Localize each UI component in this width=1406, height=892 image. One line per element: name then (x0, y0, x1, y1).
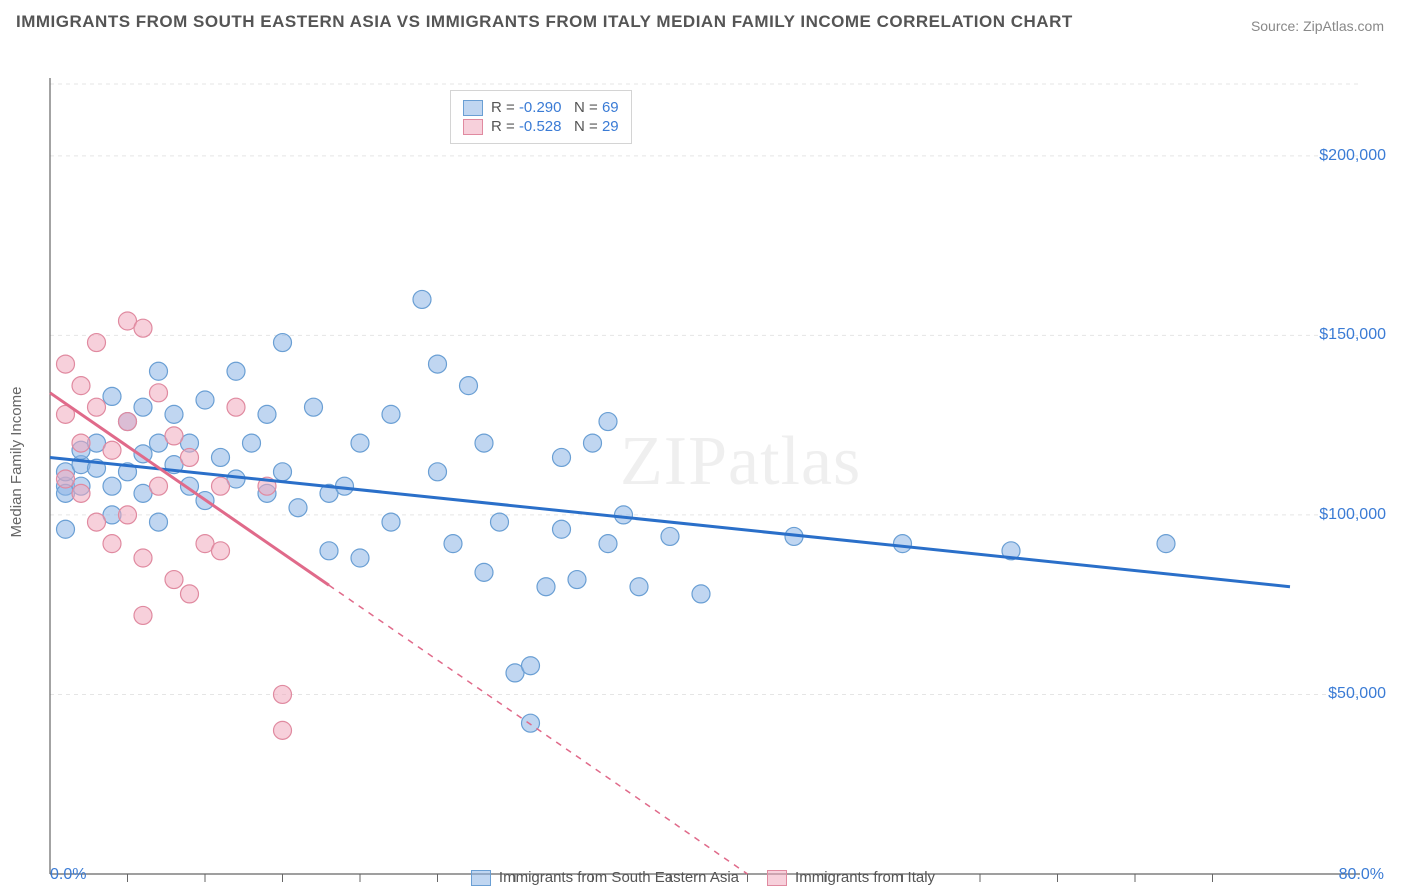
legend-swatch (463, 119, 483, 135)
y-axis-label: Median Family Income (8, 387, 25, 538)
legend-stat-text: R = -0.290 N = 69 (491, 99, 619, 116)
y-tick-label: $200,000 (1319, 147, 1386, 165)
legend-item: Immigrants from Italy (767, 869, 935, 886)
y-tick-label: $150,000 (1319, 326, 1386, 344)
y-tick-label: $100,000 (1319, 506, 1386, 524)
y-tick-label: $50,000 (1328, 685, 1386, 703)
legend-item: Immigrants from South Eastern Asia (471, 869, 739, 886)
legend-swatch (767, 870, 787, 886)
legend-label: Immigrants from Italy (795, 869, 935, 886)
legend-swatch (463, 100, 483, 116)
legend-series: Immigrants from South Eastern Asia Immigr… (0, 869, 1406, 886)
legend-stat-row: R = -0.290 N = 69 (463, 99, 619, 116)
source-label: Source: ZipAtlas.com (1251, 18, 1384, 34)
legend-stats: R = -0.290 N = 69 R = -0.528 N = 29 (450, 90, 632, 144)
scatter-plot (0, 42, 1406, 892)
chart-title: IMMIGRANTS FROM SOUTH EASTERN ASIA VS IM… (16, 12, 1073, 32)
legend-label: Immigrants from South Eastern Asia (499, 869, 739, 886)
legend-stat-row: R = -0.528 N = 29 (463, 118, 619, 135)
legend-swatch (471, 870, 491, 886)
chart-area: ZIPatlas R = -0.290 N = 69R = -0.528 N =… (0, 42, 1406, 892)
legend-stat-text: R = -0.528 N = 29 (491, 118, 619, 135)
